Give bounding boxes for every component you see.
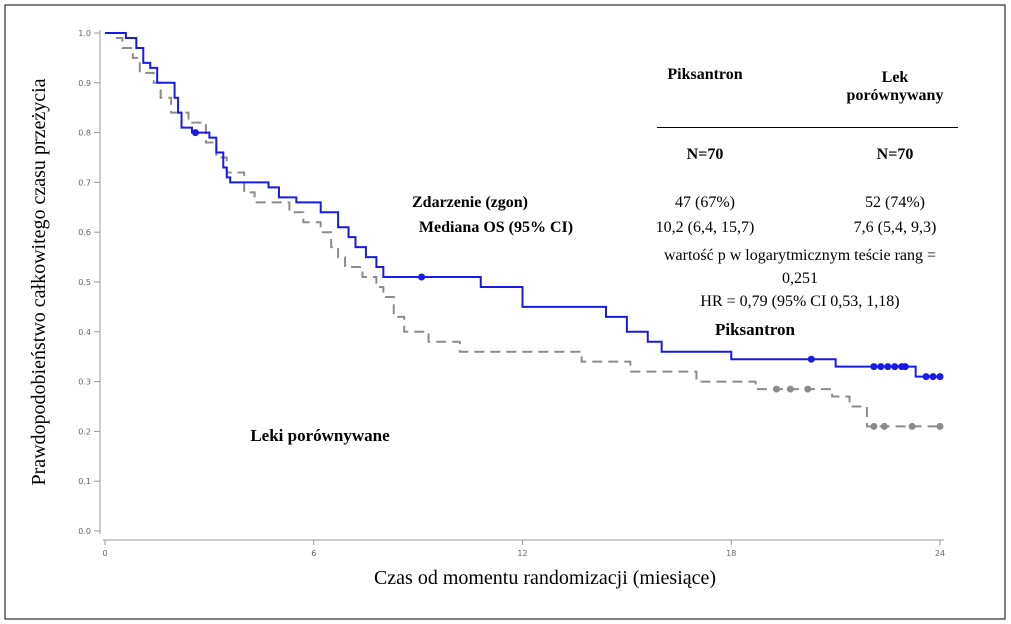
y-tick-label: 0.5 xyxy=(78,278,91,287)
censor-mark xyxy=(191,129,199,137)
censor-mark xyxy=(880,422,888,430)
censor-mark xyxy=(804,385,812,393)
censor-mark xyxy=(908,422,916,430)
censor-mark xyxy=(901,363,909,371)
censor-mark xyxy=(936,422,944,430)
x-tick-label: 6 xyxy=(311,549,316,558)
y-tick-label: 0.0 xyxy=(78,527,91,536)
y-tick-label: 0.7 xyxy=(78,178,91,187)
table-header: Lek porównywany xyxy=(846,69,944,104)
censor-mark xyxy=(891,363,899,371)
censor-mark xyxy=(884,363,892,371)
table-header: Piksantron xyxy=(667,66,743,83)
table-cell: 52 (74%) xyxy=(865,194,925,211)
y-tick-label: 0.8 xyxy=(78,129,91,138)
table-n: N=70 xyxy=(876,146,914,163)
censor-mark xyxy=(870,363,878,371)
table-cell: 10,2 (6,4, 15,7) xyxy=(655,219,755,236)
row-label: Mediana OS (95% CI) xyxy=(418,219,574,236)
censor-mark xyxy=(772,385,780,393)
censor-mark xyxy=(929,373,937,381)
censor-mark xyxy=(807,355,815,363)
y-axis-label: Prawdopodobieństwo całkowitego czasu prz… xyxy=(28,78,50,485)
censor-mark xyxy=(936,373,944,381)
series-label: Piksantron xyxy=(715,320,795,339)
censor-mark xyxy=(418,273,426,281)
y-tick-label: 0.4 xyxy=(78,328,91,337)
y-tick-label: 0.2 xyxy=(78,427,91,436)
x-tick-label: 24 xyxy=(935,549,945,558)
censor-mark xyxy=(786,385,794,393)
censor-mark xyxy=(877,363,885,371)
x-axis-label: Czas od momentu randomizacji (miesiące) xyxy=(374,567,716,589)
hazard-ratio: HR = 0,79 (95% CI 0,53, 1,18) xyxy=(700,293,900,310)
frame xyxy=(4,4,1006,620)
censor-mark xyxy=(922,373,930,381)
censor-mark xyxy=(870,422,878,430)
series-label: Leki porównywane xyxy=(250,426,390,445)
y-tick-label: 1.0 xyxy=(78,29,91,38)
y-tick-label: 0.9 xyxy=(78,79,91,88)
x-tick-label: 0 xyxy=(102,549,107,558)
table-cell: 47 (67%) xyxy=(675,194,735,211)
row-label: Zdarzenie (zgon) xyxy=(412,194,528,211)
x-tick-label: 18 xyxy=(726,549,736,558)
table-cell: 7,6 (5,4, 9,3) xyxy=(853,219,937,236)
y-tick-label: 0.3 xyxy=(78,378,91,387)
p-value: wartość p w logarytmicznym teście rang =… xyxy=(663,247,937,287)
survival-curve xyxy=(105,32,940,378)
survival-curve xyxy=(105,32,940,428)
y-tick-label: 0.1 xyxy=(78,477,91,486)
table-n: N=70 xyxy=(686,146,724,163)
table-rule xyxy=(657,127,958,128)
x-tick-label: 12 xyxy=(517,549,527,558)
y-tick-label: 0.6 xyxy=(78,228,91,237)
